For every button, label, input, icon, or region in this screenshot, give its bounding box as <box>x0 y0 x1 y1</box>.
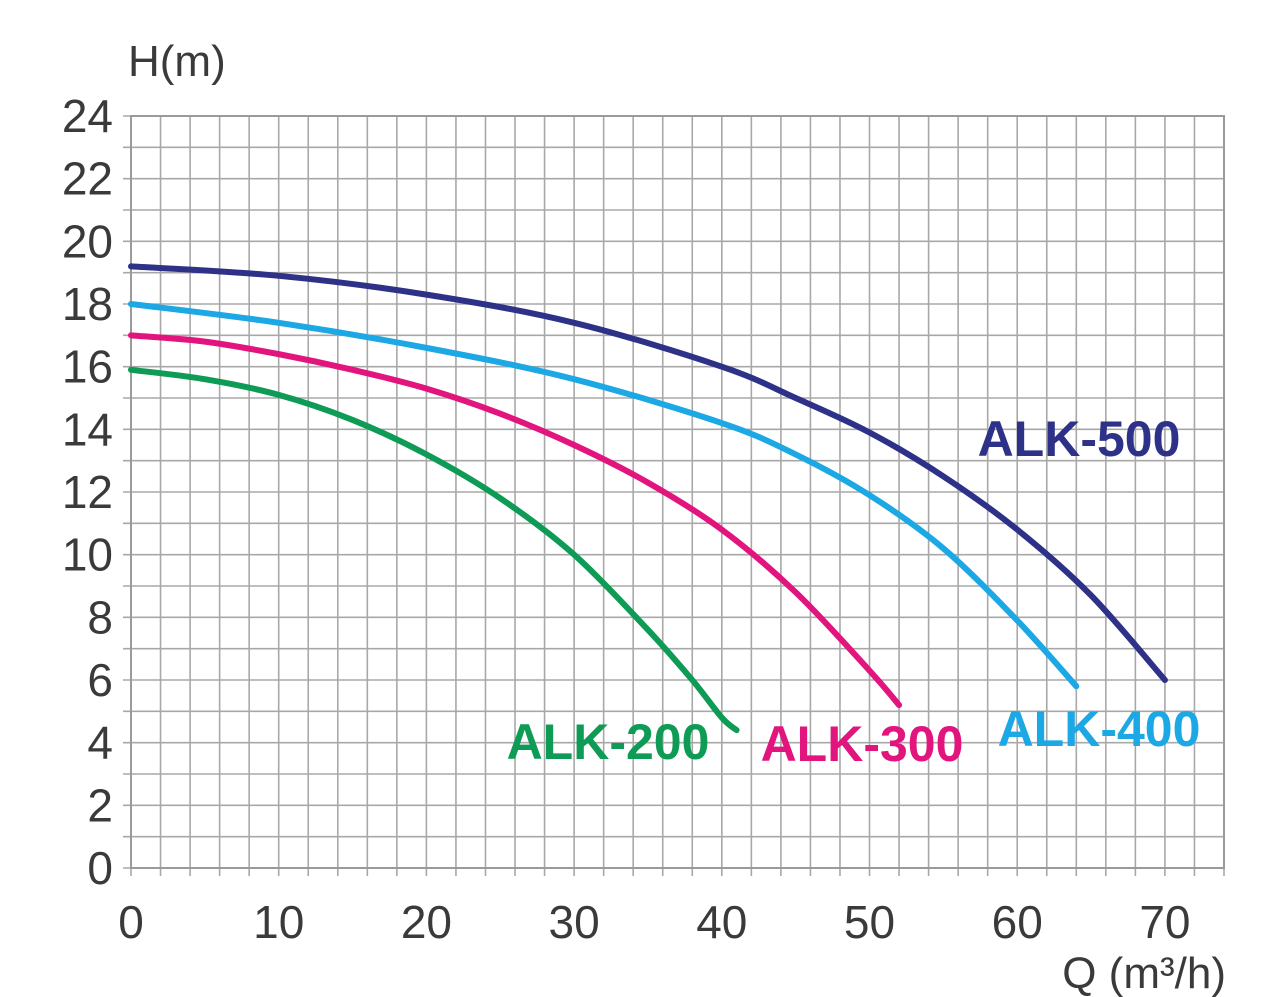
series-labels: ALK-200 ALK-300 ALK-400 ALK-500 <box>507 411 1201 772</box>
series-label-alk-300: ALK-300 <box>761 716 964 772</box>
series-label-alk-500: ALK-500 <box>978 411 1181 467</box>
y-tick-label: 10 <box>62 529 113 581</box>
series-label-alk-200: ALK-200 <box>507 714 710 770</box>
y-tick-label: 2 <box>87 779 113 831</box>
series-line-alk-400 <box>128 301 1080 690</box>
y-tick-label: 24 <box>62 90 113 142</box>
y-tick-label: 20 <box>62 215 113 267</box>
y-tick-label: 22 <box>62 153 113 205</box>
series-label-alk-400: ALK-400 <box>998 701 1201 757</box>
plot-frame <box>130 115 1225 869</box>
y-tick-label: 18 <box>62 278 113 330</box>
y-tick-label: 6 <box>87 654 113 706</box>
x-tick-label: 30 <box>549 896 600 948</box>
x-tick-label: 70 <box>1139 896 1190 948</box>
y-tick-label: 8 <box>87 591 113 643</box>
series-line-alk-500 <box>128 263 1168 683</box>
x-tick-label: 40 <box>696 896 747 948</box>
y-axis-title: H(m) <box>128 37 226 86</box>
y-tick-label: 0 <box>87 842 113 894</box>
x-tick-label: 10 <box>253 896 304 948</box>
y-tick-label: 16 <box>62 341 113 393</box>
y-tick-label: 12 <box>62 466 113 518</box>
x-axis-title: Q (m³/h) <box>1062 949 1226 997</box>
series-curves <box>128 263 1168 734</box>
x-tick-label: 60 <box>992 896 1043 948</box>
y-tick-label: 14 <box>62 403 113 455</box>
series-line-alk-300 <box>128 332 903 709</box>
series-line-alk-200 <box>128 366 740 734</box>
x-axis-ticks: 0 10 20 30 40 50 60 70 <box>118 896 1190 948</box>
x-tick-label: 0 <box>118 896 144 948</box>
x-tick-label: 50 <box>844 896 895 948</box>
y-tick-label: 4 <box>87 717 113 769</box>
x-tick-label: 20 <box>401 896 452 948</box>
